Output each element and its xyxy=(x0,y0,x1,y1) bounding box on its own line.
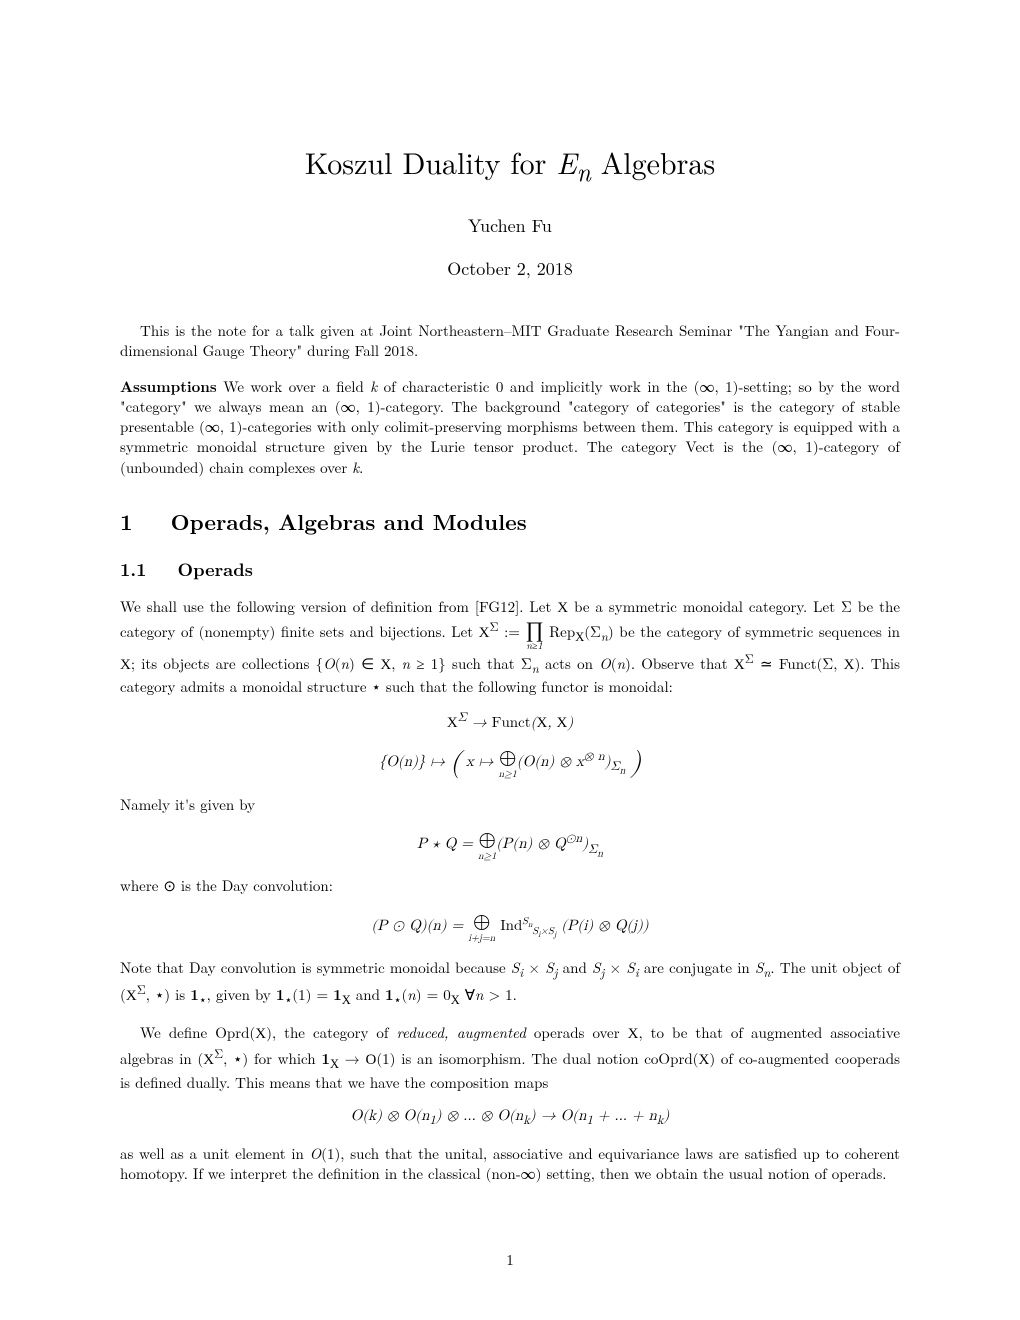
section-1-number: 1 xyxy=(120,506,133,537)
assumptions-label: Assumptions xyxy=(120,376,217,397)
section-1-title: Operads, Algebras and Modules xyxy=(171,506,527,537)
page-number: 1 xyxy=(0,1249,1020,1270)
document-author: Yuchen Fu xyxy=(120,213,900,238)
operads-para-1: We shall use the following version of de… xyxy=(120,597,900,697)
namely-para: Namely it's given by xyxy=(120,795,900,815)
display-eq-5: O(k) ⊗ O(n1) ⊗ … ⊗ O(nk) → O(n1 + … + nk… xyxy=(120,1107,900,1129)
page-content: Koszul Duality for En Algebras Yuchen Fu… xyxy=(0,0,1020,1258)
dayconv-para: Note that Day convolution is symmetric m… xyxy=(120,958,900,1009)
display-eq-1: XΣ → Funct(X, X) xyxy=(120,711,900,732)
final-para: as well as a unit element in O(1), such … xyxy=(120,1144,900,1185)
subsection-1-1-heading: 1.1 Operads xyxy=(120,557,900,582)
document-date: October 2, 2018 xyxy=(120,256,900,281)
section-1-heading: 1 Operads, Algebras and Modules xyxy=(120,506,900,537)
intro-paragraph: This is the note for a talk given at Joi… xyxy=(120,321,900,362)
day-para: where ⊙ is the Day convolution: xyxy=(120,876,900,896)
subsection-1-1-number: 1.1 xyxy=(120,557,146,582)
subsection-1-1-title: Operads xyxy=(178,557,253,582)
display-eq-3: P ⋆ Q = ⊕n≥1(P(n) ⊗ Q⊙n)Σn xyxy=(120,829,900,861)
display-eq-2: {O(n)} ↦ ( x ↦ ⊕n≥1(O(n) ⊗ x⊗ n)Σn ) xyxy=(120,746,900,780)
oprd-para: We define Oprd(X), the category of reduc… xyxy=(120,1023,900,1092)
assumptions-text: We work over a field k of characteristic… xyxy=(120,376,900,478)
document-title: Koszul Duality for En Algebras xyxy=(120,140,900,189)
display-eq-4: (P ⊙ Q)(n) = ⊕i+j=n IndSnSi×Sj (P(i) ⊗ Q… xyxy=(120,911,900,943)
assumptions-paragraph: Assumptions We work over a field k of ch… xyxy=(120,377,900,478)
